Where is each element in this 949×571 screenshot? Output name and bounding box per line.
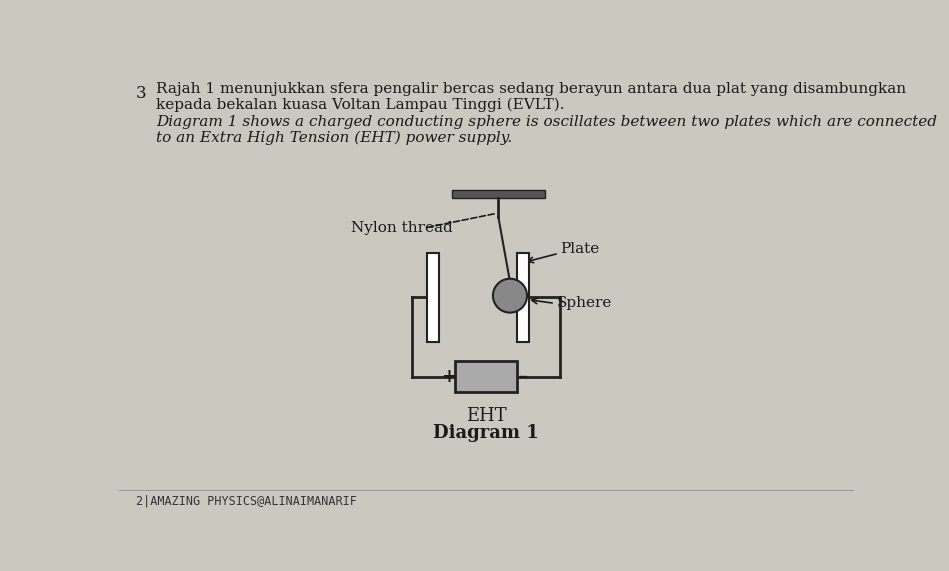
Text: kepada bekalan kuasa Voltan Lampau Tinggi (EVLT).: kepada bekalan kuasa Voltan Lampau Tingg… [156,98,565,112]
Text: –: – [518,368,528,385]
Text: 2|AMAZING PHYSICS@ALINAIMANARIF: 2|AMAZING PHYSICS@ALINAIMANARIF [136,494,357,507]
Bar [455,361,517,392]
Text: Diagram 1 shows a charged conducting sphere is oscillates between two plates whi: Diagram 1 shows a charged conducting sph… [156,115,937,128]
Text: Diagram 1: Diagram 1 [433,424,539,443]
Text: 3: 3 [136,86,146,102]
Circle shape [493,279,527,312]
Text: +: + [441,368,456,385]
Text: to an Extra High Tension (EHT) power supply.: to an Extra High Tension (EHT) power sup… [156,130,512,144]
Text: Nylon thread: Nylon thread [351,221,453,235]
Bar [517,254,530,342]
Text: Rajah 1 menunjukkan sfera pengalir bercas sedang berayun antara dua plat yang di: Rajah 1 menunjukkan sfera pengalir berca… [156,82,906,96]
Bar [452,190,545,198]
Bar [427,254,439,342]
Text: Plate: Plate [560,243,600,256]
Bar [452,190,545,198]
Text: EHT: EHT [466,407,506,425]
Text: Sphere: Sphere [556,296,612,311]
